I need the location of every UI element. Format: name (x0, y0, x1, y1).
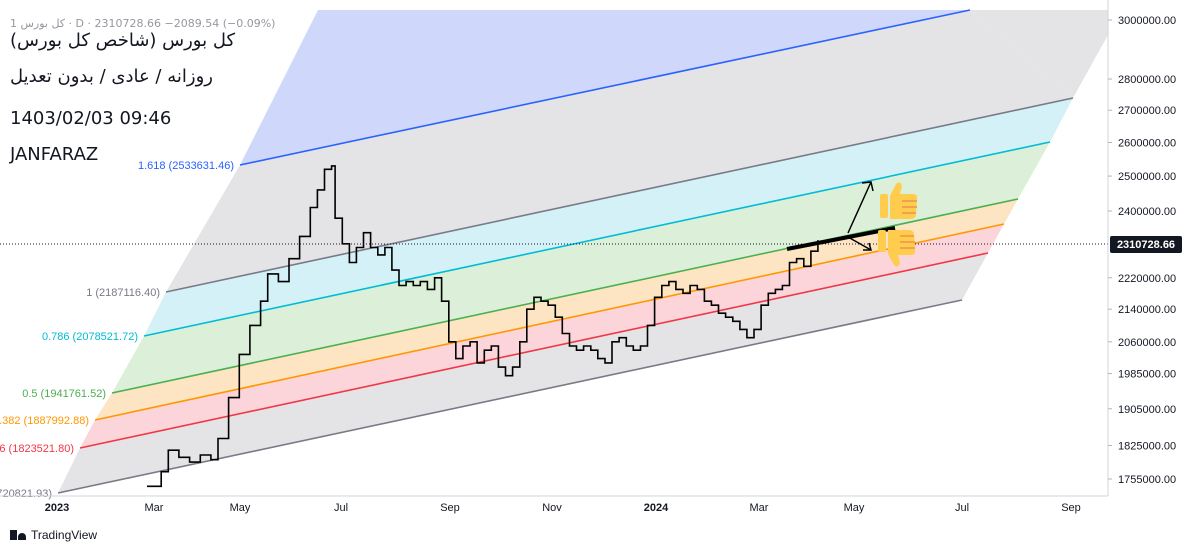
y-tick-label: 2140000.00 (1118, 304, 1176, 316)
y-axis[interactable]: 3000000.00 2800000.00 2700000.00 2600000.00… (1108, 15, 1176, 486)
fib-line (165, 97, 1074, 293)
fib-line (94, 223, 1005, 421)
y-tick-label: 2060000.00 (1118, 337, 1176, 349)
fib-line (111, 198, 1019, 394)
fib-level-label: 0 (1720821.93) (0, 488, 52, 500)
fib-zone-grey-upper (970, 10, 1108, 98)
last-price-label: 2310728.66 (1117, 239, 1175, 251)
y-tick-label: 1755000.00 (1118, 474, 1176, 486)
x-tick-label: 2023 (45, 502, 69, 514)
fib-zone (166, 10, 1073, 292)
y-tick-label: 1825000.00 (1118, 441, 1176, 453)
fib-line (79, 252, 989, 449)
up-arrow-head (861, 181, 874, 192)
x-tick-label: Nov (542, 502, 562, 514)
fib-level-label: 0.236 (1823521.80) (0, 443, 74, 455)
fib-line (143, 141, 1051, 337)
fib-level-label: 0.382 (1887992.88) (0, 415, 89, 427)
y-tick-label: 2800000.00 (1118, 74, 1176, 86)
fib-level-label: 0.5 (1941761.52) (22, 388, 106, 400)
fib-zone (95, 199, 1018, 420)
fib-level-label: 0.786 (2078521.72) (42, 331, 138, 343)
x-tick-label: Sep (440, 502, 460, 514)
trendline (786, 226, 896, 251)
y-tick-label: 2500000.00 (1118, 171, 1176, 183)
chart-title: (کل بورس (شاخص کل بورس (10, 30, 235, 51)
fib-line (57, 299, 963, 494)
fib-zone (112, 142, 1050, 393)
y-tick-label: 3000000.00 (1118, 15, 1176, 27)
x-axis[interactable]: 2023 Mar May Jul Sep Nov 2024 Mar May Jul Sep (45, 502, 1081, 514)
fib-zone (144, 98, 1073, 336)
price-series (147, 165, 819, 488)
x-tick-label: May (230, 502, 251, 514)
y-tick-label: 2700000.00 (1118, 105, 1176, 117)
fib-labels: 1.618 (2533631.46) 1 (2187116.40) 0.786 (2… (0, 160, 234, 500)
x-tick-label: Jul (334, 502, 348, 514)
x-tick-label: Mar (750, 502, 769, 514)
tradingview-watermark: TradingView (10, 528, 97, 542)
watermark-text: TradingView (31, 528, 98, 542)
chart-author: JANFARAZ (9, 144, 98, 165)
y-tick-label: 2600000.00 (1118, 138, 1176, 150)
price-line (147, 165, 819, 488)
y-tick-label: 1985000.00 (1118, 369, 1176, 381)
thumbs-up-icon (880, 182, 918, 219)
chart-subtitle: روزانه / عادی / بدون تعدیل (10, 66, 213, 87)
x-tick-label: Mar (145, 502, 164, 514)
fib-zone (80, 224, 1004, 448)
y-tick-label: 2220000.00 (1118, 273, 1176, 285)
annotations (786, 181, 918, 267)
x-tick-label: Sep (1061, 502, 1081, 514)
last-price-badge (1110, 236, 1182, 253)
up-arrow (847, 181, 872, 234)
x-tick-label: 2024 (644, 502, 669, 514)
down-arrow (847, 236, 872, 251)
fib-lines (57, 9, 1074, 494)
fib-level-label: 1 (2187116.40) (86, 287, 160, 299)
thumbs-down-icon (878, 230, 916, 267)
y-tick-label: 1905000.00 (1118, 404, 1176, 416)
fib-level-label: 1.618 (2533631.46) (138, 160, 234, 172)
fib-zone (58, 253, 988, 493)
tradingview-logo-icon (10, 530, 26, 540)
x-tick-label: May (844, 502, 865, 514)
y-tick-label: 2400000.00 (1118, 206, 1176, 218)
chart-datetime: 1403/02/03 09:46 (10, 108, 171, 129)
down-arrow-head (863, 242, 872, 251)
ticker-line: 1 کل بورس · D · 2310728.66 −2089.54 (−0.… (10, 17, 275, 30)
x-tick-label: Jul (955, 502, 969, 514)
fib-zones (58, 10, 1108, 493)
fib-line (239, 9, 971, 166)
